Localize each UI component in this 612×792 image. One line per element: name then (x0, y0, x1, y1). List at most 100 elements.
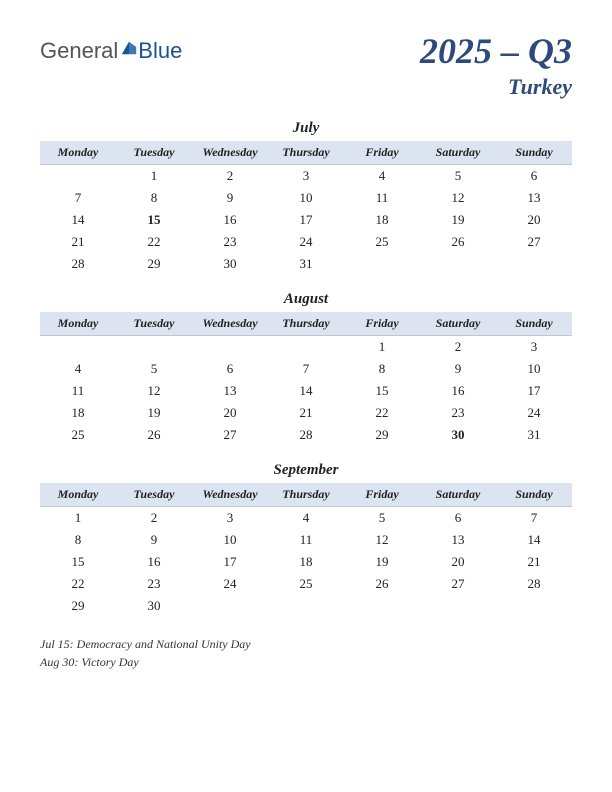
weekday-header: Friday (344, 483, 420, 507)
weekday-header: Friday (344, 312, 420, 336)
header: General Blue 2025 – Q3 Turkey (40, 30, 572, 100)
weekday-header: Saturday (420, 312, 496, 336)
calendar-cell: 5 (344, 507, 420, 530)
holiday-note: Aug 30: Victory Day (40, 653, 572, 671)
holiday-list: Jul 15: Democracy and National Unity Day… (40, 635, 572, 671)
calendar-row: 891011121314 (40, 529, 572, 551)
weekday-header: Wednesday (192, 312, 268, 336)
calendar-cell: 29 (116, 253, 192, 275)
weekday-header: Saturday (420, 483, 496, 507)
calendar-row: 123 (40, 336, 572, 359)
weekday-header: Wednesday (192, 483, 268, 507)
calendar-cell: 24 (192, 573, 268, 595)
calendar-row: 15161718192021 (40, 551, 572, 573)
weekday-header: Tuesday (116, 141, 192, 165)
calendar-row: 28293031 (40, 253, 572, 275)
calendar-row: 21222324252627 (40, 231, 572, 253)
month-block: SeptemberMondayTuesdayWednesdayThursdayF… (40, 462, 572, 617)
calendar-cell: 16 (420, 380, 496, 402)
calendar-cell: 28 (496, 573, 572, 595)
calendar-cell: 29 (40, 595, 116, 617)
calendar-cell: 21 (40, 231, 116, 253)
logo-text-2: Blue (138, 38, 182, 64)
calendar-row: 123456 (40, 165, 572, 188)
calendar-cell (420, 253, 496, 275)
calendar-row: 1234567 (40, 507, 572, 530)
calendar-cell (496, 595, 572, 617)
month-name: August (40, 291, 572, 308)
calendar-cell: 14 (40, 209, 116, 231)
calendar-cell (40, 165, 116, 188)
calendar-cell: 10 (268, 187, 344, 209)
months-container: JulyMondayTuesdayWednesdayThursdayFriday… (40, 120, 572, 617)
calendar-cell (268, 336, 344, 359)
country-title: Turkey (420, 74, 572, 100)
holiday-note: Jul 15: Democracy and National Unity Day (40, 635, 572, 653)
weekday-header: Saturday (420, 141, 496, 165)
calendar-cell: 18 (344, 209, 420, 231)
calendar-cell: 2 (420, 336, 496, 359)
weekday-header: Sunday (496, 312, 572, 336)
calendar-cell (192, 595, 268, 617)
calendar-cell: 7 (40, 187, 116, 209)
calendar-cell: 10 (496, 358, 572, 380)
weekday-header: Tuesday (116, 483, 192, 507)
calendar-table: MondayTuesdayWednesdayThursdayFridaySatu… (40, 141, 572, 275)
calendar-cell: 8 (116, 187, 192, 209)
calendar-row: 11121314151617 (40, 380, 572, 402)
calendar-cell: 7 (268, 358, 344, 380)
calendar-cell: 1 (40, 507, 116, 530)
calendar-cell: 2 (116, 507, 192, 530)
calendar-cell: 14 (268, 380, 344, 402)
calendar-cell: 10 (192, 529, 268, 551)
calendar-row: 22232425262728 (40, 573, 572, 595)
weekday-header: Thursday (268, 312, 344, 336)
logo-icon (120, 38, 138, 56)
calendar-cell: 12 (344, 529, 420, 551)
calendar-cell: 28 (40, 253, 116, 275)
calendar-row: 25262728293031 (40, 424, 572, 446)
calendar-cell: 19 (116, 402, 192, 424)
calendar-cell: 17 (496, 380, 572, 402)
calendar-row: 45678910 (40, 358, 572, 380)
calendar-cell: 25 (40, 424, 116, 446)
calendar-cell: 21 (496, 551, 572, 573)
month-block: JulyMondayTuesdayWednesdayThursdayFriday… (40, 120, 572, 275)
month-block: AugustMondayTuesdayWednesdayThursdayFrid… (40, 291, 572, 446)
logo-text-1: General (40, 38, 118, 64)
weekday-header: Thursday (268, 141, 344, 165)
calendar-cell: 7 (496, 507, 572, 530)
calendar-cell: 15 (40, 551, 116, 573)
calendar-cell: 30 (420, 424, 496, 446)
calendar-cell: 19 (420, 209, 496, 231)
weekday-header: Monday (40, 483, 116, 507)
calendar-cell: 16 (116, 551, 192, 573)
calendar-cell: 23 (420, 402, 496, 424)
calendar-cell: 13 (496, 187, 572, 209)
calendar-cell: 28 (268, 424, 344, 446)
calendar-cell: 30 (116, 595, 192, 617)
calendar-cell (268, 595, 344, 617)
calendar-cell: 3 (496, 336, 572, 359)
calendar-cell: 15 (116, 209, 192, 231)
calendar-cell: 26 (344, 573, 420, 595)
calendar-cell: 23 (192, 231, 268, 253)
calendar-row: 14151617181920 (40, 209, 572, 231)
calendar-cell: 25 (344, 231, 420, 253)
calendar-cell: 22 (344, 402, 420, 424)
calendar-table: MondayTuesdayWednesdayThursdayFridaySatu… (40, 483, 572, 617)
calendar-cell: 3 (268, 165, 344, 188)
calendar-cell: 31 (496, 424, 572, 446)
calendar-cell: 6 (420, 507, 496, 530)
calendar-cell: 24 (268, 231, 344, 253)
calendar-cell: 27 (420, 573, 496, 595)
weekday-header: Friday (344, 141, 420, 165)
calendar-cell: 1 (344, 336, 420, 359)
calendar-cell: 13 (192, 380, 268, 402)
calendar-cell: 5 (420, 165, 496, 188)
calendar-cell: 2 (192, 165, 268, 188)
calendar-cell: 19 (344, 551, 420, 573)
weekday-header: Monday (40, 141, 116, 165)
calendar-cell: 31 (268, 253, 344, 275)
calendar-cell: 22 (40, 573, 116, 595)
